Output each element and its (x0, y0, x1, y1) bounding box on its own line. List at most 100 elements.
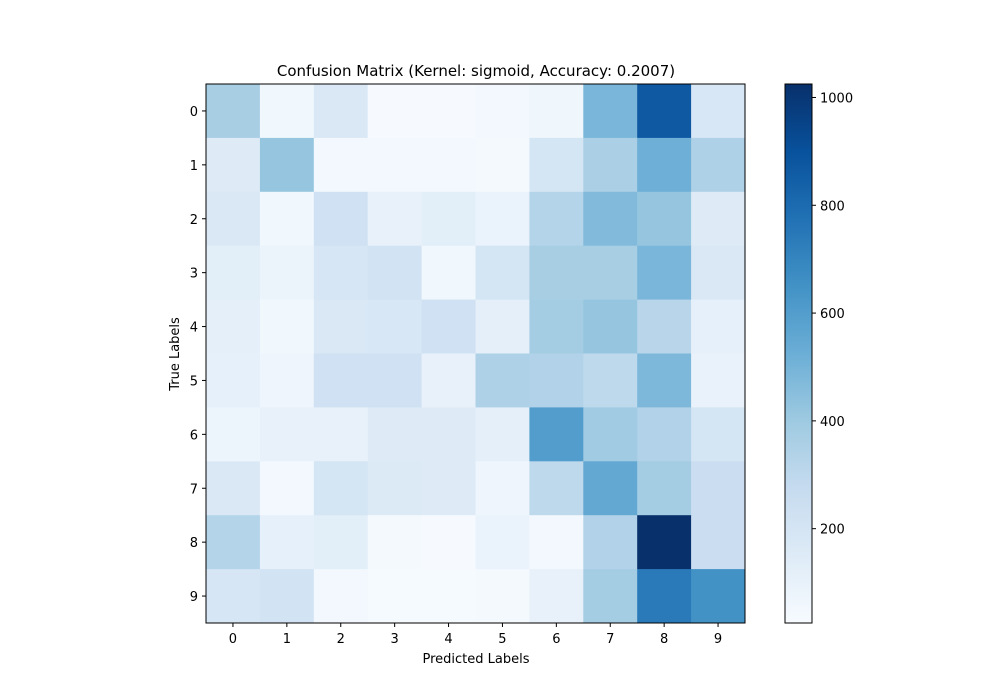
cell-5-2 (313, 353, 369, 408)
y-tick-label: 6 (190, 428, 198, 443)
cell-4-6 (529, 299, 584, 354)
cell-1-9 (691, 137, 746, 193)
cell-4-7 (583, 299, 638, 354)
cell-1-8 (637, 137, 692, 193)
cell-7-4 (421, 461, 476, 516)
cell-2-2 (313, 191, 369, 247)
cell-7-7 (583, 461, 638, 516)
x-tick-label: 1 (283, 632, 291, 647)
cell-5-0 (206, 353, 261, 408)
x-tick-label: 7 (606, 632, 614, 647)
colorbar-tick-label: 1000 (820, 91, 853, 106)
y-axis: 0 1 2 3 4 5 6 7 8 9 (190, 105, 206, 605)
colorbar-tick-label: 400 (820, 415, 845, 430)
colorbar (784, 83, 813, 624)
cell-3-5 (475, 245, 530, 301)
cell-1-1 (259, 137, 315, 193)
cell-3-7 (583, 245, 638, 301)
cell-2-7 (583, 191, 638, 247)
cell-2-0 (206, 191, 261, 247)
cell-9-6 (529, 569, 584, 624)
cell-8-1 (259, 515, 315, 570)
cell-1-6 (529, 137, 584, 193)
cell-2-4 (421, 191, 476, 247)
cell-6-2 (313, 407, 369, 462)
cell-3-0 (206, 245, 261, 301)
cell-8-4 (421, 515, 476, 570)
cell-5-4 (421, 353, 476, 408)
cell-3-3 (367, 245, 423, 301)
cell-4-5 (475, 299, 530, 354)
cell-0-5 (475, 84, 530, 139)
cell-9-3 (367, 569, 423, 624)
cell-9-4 (421, 569, 476, 624)
cell-9-2 (313, 569, 369, 624)
cell-3-6 (529, 245, 584, 301)
y-axis-label: True Labels (168, 317, 183, 392)
cell-6-9 (691, 407, 746, 462)
cell-9-1 (259, 569, 315, 624)
cell-9-9 (691, 569, 746, 624)
cell-9-7 (583, 569, 638, 624)
cell-0-7 (583, 84, 638, 139)
cell-3-2 (313, 245, 369, 301)
cell-4-8 (637, 299, 692, 354)
cell-0-9 (691, 84, 746, 139)
cell-1-3 (367, 137, 423, 193)
y-tick-label: 9 (190, 590, 198, 605)
x-tick-label: 6 (552, 632, 560, 647)
y-tick-label: 8 (190, 536, 198, 551)
x-tick-label: 8 (660, 632, 668, 647)
cell-4-4 (421, 299, 476, 354)
cell-5-5 (475, 353, 530, 408)
cell-2-8 (637, 191, 692, 247)
cell-8-7 (583, 515, 638, 570)
cell-2-9 (691, 191, 746, 247)
cell-2-1 (259, 191, 315, 247)
cell-9-5 (475, 569, 530, 624)
cell-6-6 (529, 407, 584, 462)
cell-8-0 (206, 515, 261, 570)
cell-0-4 (421, 84, 476, 139)
cell-2-6 (529, 191, 584, 247)
cell-5-3 (367, 353, 423, 408)
cell-0-3 (367, 84, 423, 139)
cell-4-9 (691, 299, 746, 354)
cell-4-2 (313, 299, 369, 354)
cell-7-3 (367, 461, 423, 516)
cell-7-9 (691, 461, 746, 516)
cell-0-1 (259, 84, 315, 139)
cell-0-6 (529, 84, 584, 139)
cell-4-3 (367, 299, 423, 354)
cell-1-5 (475, 137, 530, 193)
x-tick-label: 0 (229, 632, 237, 647)
cell-7-1 (259, 461, 315, 516)
cell-3-4 (421, 245, 476, 301)
cell-9-0 (206, 569, 261, 624)
heatmap-cells (206, 84, 746, 624)
cell-7-6 (529, 461, 584, 516)
cell-5-8 (637, 353, 692, 408)
x-axis: 0 1 2 3 4 5 6 7 8 9 (229, 623, 722, 647)
cell-1-4 (421, 137, 476, 193)
cell-5-9 (691, 353, 746, 408)
cell-6-7 (583, 407, 638, 462)
cell-6-1 (259, 407, 315, 462)
cell-7-0 (206, 461, 261, 516)
cell-5-6 (529, 353, 584, 408)
cell-4-1 (259, 299, 315, 354)
x-axis-label: Predicted Labels (422, 652, 529, 667)
cell-7-2 (313, 461, 369, 516)
colorbar-tick-label: 200 (820, 523, 845, 538)
cell-2-5 (475, 191, 530, 247)
x-tick-label: 5 (498, 632, 506, 647)
cell-8-8 (637, 515, 692, 570)
cell-5-1 (259, 353, 315, 408)
cell-0-0 (206, 84, 261, 139)
x-tick-label: 3 (391, 632, 399, 647)
cell-6-8 (637, 407, 692, 462)
cell-8-2 (313, 515, 369, 570)
x-tick-label: 4 (444, 632, 452, 647)
cell-1-0 (206, 137, 261, 193)
